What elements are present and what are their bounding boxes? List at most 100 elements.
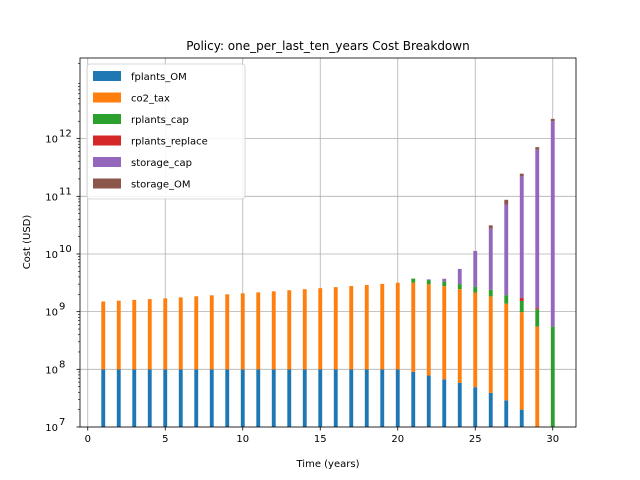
bar-segment-fplants-OM xyxy=(473,387,478,427)
bar-segment-rplants-cap xyxy=(426,280,431,285)
y-tick-base: 10 xyxy=(45,423,58,434)
legend-swatch-storage-cap xyxy=(93,157,121,167)
bar-segment-co2-tax xyxy=(194,296,199,370)
bar-segment-fplants-OM xyxy=(163,369,168,427)
bar-segment-fplants-OM xyxy=(457,382,462,427)
legend: fplants_OM co2_tax rplants_cap rplants_repl… xyxy=(86,63,246,200)
bar-segment-storage-OM xyxy=(504,199,509,205)
bar-segment-storage-OM xyxy=(535,147,540,150)
x-tick-label: 25 xyxy=(469,434,482,445)
bar-segment-storage-OM xyxy=(519,173,524,177)
bar-segment-fplants-OM xyxy=(271,369,276,427)
bar-segment-fplants-OM xyxy=(519,409,524,427)
bar-segment-rplants-cap xyxy=(550,326,555,427)
bar-segment-rplants-cap xyxy=(488,289,493,297)
legend-label: storage_cap xyxy=(131,158,192,169)
bar-segment-co2-tax xyxy=(225,294,230,370)
x-axis-label: Time (years) xyxy=(296,459,360,470)
bar-segment-rplants-cap xyxy=(442,281,447,287)
bar-segment-fplants-OM xyxy=(442,379,447,427)
bar-segment-fplants-OM xyxy=(488,392,493,427)
legend-box xyxy=(86,63,246,200)
bar-segment-rplants-replace xyxy=(519,297,524,301)
bar-segment-fplants-OM xyxy=(178,369,183,427)
bar-segment-co2-tax xyxy=(116,300,121,370)
bar-segment-co2-tax xyxy=(473,292,478,388)
bar-segment-storage-OM xyxy=(550,118,555,122)
bar-segment-co2-tax xyxy=(411,282,416,372)
bar-segment-co2-tax xyxy=(147,299,152,370)
y-tick-label: 10 xyxy=(45,365,58,376)
bar-segment-fplants-OM xyxy=(147,369,152,427)
x-axis-ticks: 0 5 10 15 20 25 30 xyxy=(85,427,559,445)
bar-segment-co2-tax xyxy=(504,303,509,401)
bar-segment-fplants-OM xyxy=(209,369,214,427)
bar-segment-co2-tax xyxy=(395,282,400,370)
bar-segment-storage-cap xyxy=(457,268,462,285)
bar-segment-storage-cap xyxy=(550,121,555,327)
y-tick-exponent: 10 xyxy=(59,244,72,255)
legend-label: fplants_OM xyxy=(131,72,187,83)
y-tick-label: 10 xyxy=(45,135,58,146)
x-tick-label: 20 xyxy=(391,434,404,445)
bar-segment-fplants-OM xyxy=(240,369,245,427)
bar-segment-fplants-OM xyxy=(380,369,385,427)
bar-segment-fplants-OM xyxy=(426,375,431,427)
bar-segment-co2-tax xyxy=(256,292,261,370)
bar-segment-fplants-OM xyxy=(302,369,307,427)
bar-segment-co2-tax xyxy=(442,286,447,380)
legend-label: co2_tax xyxy=(131,94,170,105)
bar-segment-co2-tax xyxy=(101,301,106,370)
bar-segment-co2-tax xyxy=(535,326,540,427)
bar-segment-co2-tax xyxy=(318,288,323,370)
y-tick-exponent: 9 xyxy=(59,302,65,313)
bar-segment-co2-tax xyxy=(178,297,183,370)
bar-segment-fplants-OM xyxy=(364,369,369,427)
bar-segment-co2-tax xyxy=(457,289,462,383)
x-tick-label: 10 xyxy=(236,434,249,445)
plot-area-frame xyxy=(79,57,577,428)
bar-segment-co2-tax xyxy=(271,291,276,370)
bar-segment-storage-cap xyxy=(473,251,478,287)
bar-segment-co2-tax xyxy=(240,293,245,370)
y-tick-exponent: 11 xyxy=(59,186,72,197)
y-tick-base: 10 xyxy=(45,308,58,319)
bar-segment-co2-tax xyxy=(163,298,168,370)
y-tick-base: 10 xyxy=(45,365,58,376)
bar-segment-co2-tax xyxy=(426,284,431,376)
bar-segment-storage-cap xyxy=(535,149,540,309)
bar-segment-fplants-OM xyxy=(256,369,261,427)
y-axis-label: Cost (USD) xyxy=(22,215,33,270)
x-tick-label: 15 xyxy=(314,434,327,445)
bar-segment-fplants-OM xyxy=(287,369,292,427)
y-tick-base: 10 xyxy=(45,250,58,261)
y-tick-base: 10 xyxy=(45,135,58,146)
y-tick-base: 10 xyxy=(45,192,58,203)
bar-segment-co2-tax xyxy=(333,287,338,370)
bar-segment-fplants-OM xyxy=(333,369,338,427)
y-tick-exponent: 7 xyxy=(59,417,65,428)
y-tick-exponent: 12 xyxy=(59,129,72,140)
bar-segment-co2-tax xyxy=(132,299,137,370)
bar-segment-storage-cap xyxy=(426,279,431,281)
y-tick-label: 10 xyxy=(45,192,58,203)
bar-segment-co2-tax xyxy=(287,290,292,370)
x-tick-label: 30 xyxy=(546,434,559,445)
bar-segment-co2-tax xyxy=(380,283,385,370)
y-tick-exponent: 8 xyxy=(59,359,65,370)
bar-segment-storage-OM xyxy=(488,225,493,229)
bar-segment-co2-tax xyxy=(488,296,493,393)
bar-segment-rplants-cap xyxy=(504,295,509,304)
bar-segment-fplants-OM xyxy=(194,369,199,427)
bar-segment-fplants-OM xyxy=(395,369,400,427)
bar-segment-co2-tax xyxy=(364,284,369,370)
bar-segment-storage-cap xyxy=(488,228,493,290)
bar-segment-storage-cap xyxy=(519,176,524,298)
y-tick-label: 10 xyxy=(45,308,58,319)
bar-segment-co2-tax xyxy=(349,286,354,370)
legend-swatch-rplants-cap xyxy=(93,114,121,124)
bar-segment-fplants-OM xyxy=(318,369,323,427)
legend-label: rplants_replace xyxy=(131,137,208,148)
